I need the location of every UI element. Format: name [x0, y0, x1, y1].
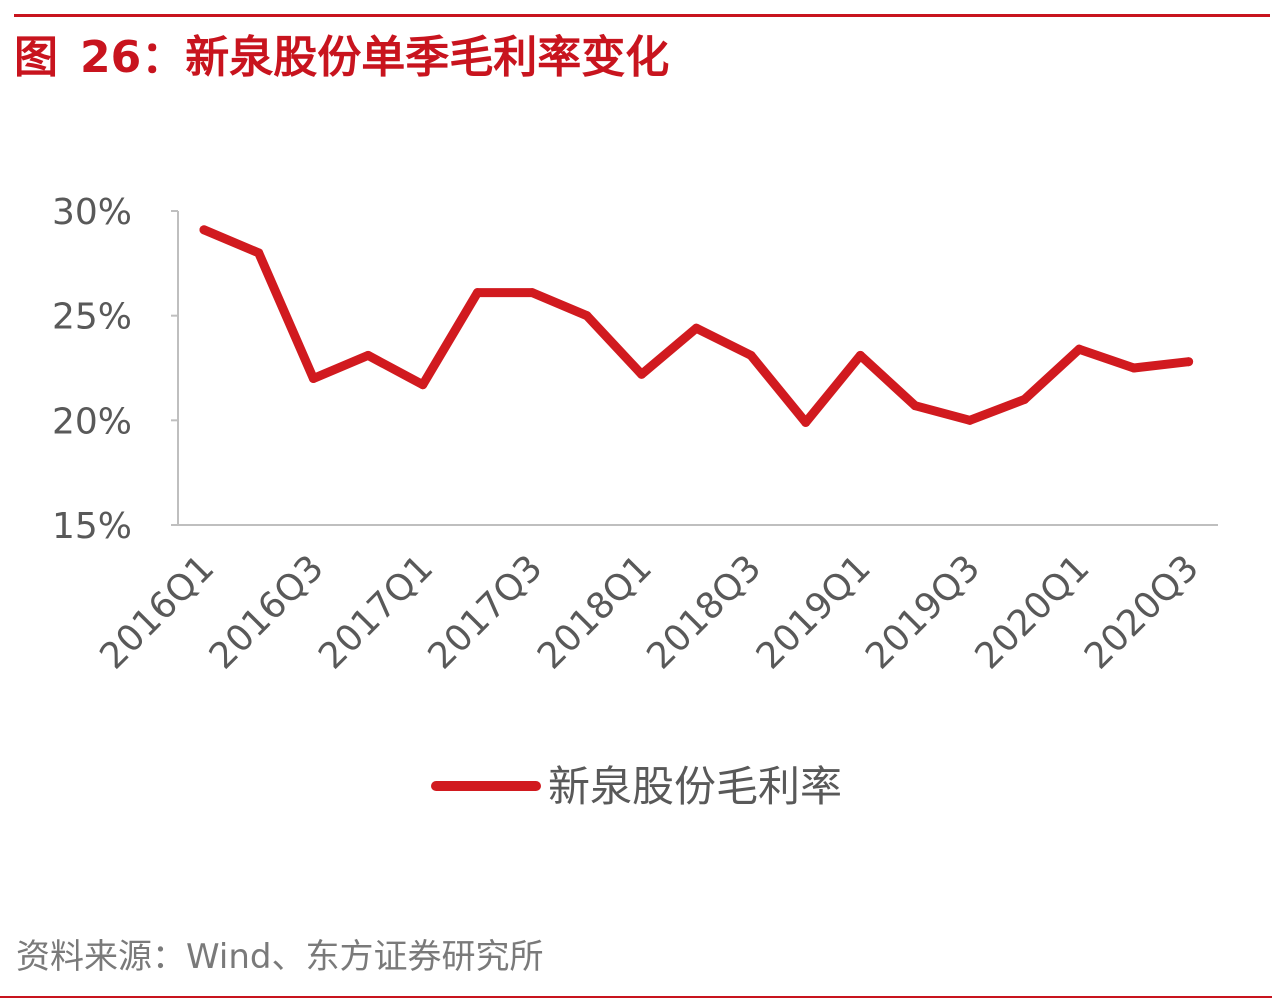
top-divider — [14, 14, 1270, 17]
figure-number: 26： — [80, 32, 186, 83]
data-point — [527, 288, 537, 298]
x-tick-label: 2017Q1 — [311, 547, 441, 677]
legend: 新泉股份毛利率 — [431, 762, 842, 811]
data-point — [637, 369, 647, 379]
data-point — [1184, 357, 1194, 367]
x-tick-label: 2016Q3 — [202, 547, 332, 677]
data-point — [691, 323, 701, 333]
figure-label: 图 — [14, 32, 58, 83]
data-point — [254, 248, 264, 258]
series-layer — [199, 225, 1194, 427]
data-point — [855, 350, 865, 360]
x-tick-label: 2019Q3 — [858, 547, 988, 677]
x-tick-label: 2020Q3 — [1077, 547, 1207, 677]
data-point — [199, 225, 209, 235]
figure-title-text: 新泉股份单季毛利率变化 — [185, 32, 670, 83]
data-point — [801, 417, 811, 427]
figure-title: 图 26：新泉股份单季毛利率变化 — [14, 28, 669, 88]
x-tick-label: 2019Q1 — [749, 547, 879, 677]
x-axis-ticks: 2016Q12016Q32017Q12017Q32018Q12018Q32019… — [92, 547, 1207, 677]
data-point — [308, 373, 318, 383]
data-point — [746, 350, 756, 360]
data-point — [910, 401, 920, 411]
y-tick-label: 25% — [52, 297, 132, 338]
data-point — [418, 380, 428, 390]
x-tick-label: 2020Q1 — [968, 547, 1098, 677]
data-point — [1020, 394, 1029, 404]
y-tick-label: 20% — [52, 401, 132, 442]
data-point — [582, 311, 592, 321]
data-point — [1129, 363, 1139, 373]
y-axis-ticks: 15% 20% 25% 30% — [52, 192, 178, 547]
x-tick-label: 2017Q3 — [421, 547, 551, 677]
y-tick-label: 30% — [52, 192, 132, 233]
y-tick-label: 15% — [52, 506, 132, 547]
data-point — [473, 288, 482, 298]
source-note: 资料来源：Wind、东方证券研究所 — [16, 937, 544, 977]
legend-label: 新泉股份毛利率 — [548, 762, 842, 811]
data-point — [965, 415, 975, 425]
data-point — [363, 350, 373, 360]
x-tick-label: 2018Q1 — [530, 547, 660, 677]
line-chart: 15%20%25%30% 2016Q12016Q32017Q12017Q3201… — [52, 192, 1218, 811]
data-point — [1074, 344, 1084, 354]
x-tick-label: 2018Q3 — [639, 547, 769, 677]
x-tick-label: 2016Q1 — [92, 547, 222, 677]
chart-axes — [177, 211, 1218, 526]
bottom-divider — [0, 996, 1272, 998]
